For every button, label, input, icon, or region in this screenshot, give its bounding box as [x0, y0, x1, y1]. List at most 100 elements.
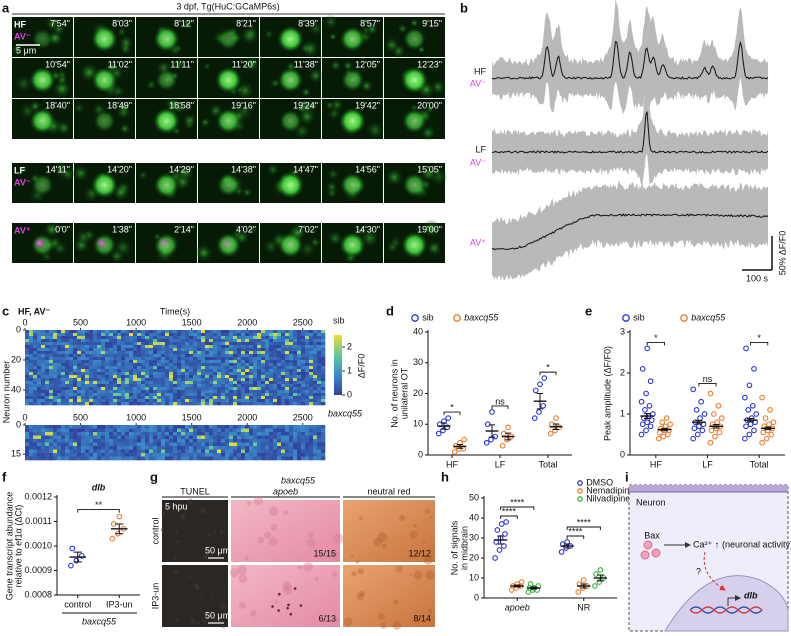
heatmap-cell — [29, 351, 34, 355]
heatmap-cell — [213, 390, 218, 394]
active-cell — [400, 66, 429, 94]
heatmap-cell — [25, 342, 30, 346]
heatmap-cell — [65, 333, 70, 337]
y-axis-label: No. of neurons in — [389, 359, 399, 428]
heatmap-cell — [221, 348, 226, 352]
heatmap-cell — [193, 342, 198, 346]
data-point — [749, 402, 756, 409]
heatmap-cell — [53, 336, 58, 340]
heatmap-cell — [69, 399, 74, 403]
row-sublabel: AV⁻ — [14, 177, 31, 187]
heatmap-cell — [221, 342, 226, 346]
heatmap-cell — [277, 387, 282, 391]
heatmap-cell — [53, 330, 58, 334]
heatmap-cell — [45, 399, 50, 403]
heatmap-cell — [37, 354, 42, 358]
heatmap-cell — [289, 345, 294, 349]
active-cell — [401, 108, 428, 134]
heatmap-cell — [41, 378, 46, 382]
cell — [173, 101, 186, 114]
heatmap-cell — [77, 354, 82, 358]
heatmap-cell — [53, 402, 58, 406]
heatmap-cell — [209, 390, 214, 394]
legend-marker — [680, 314, 688, 322]
heatmap-cell — [73, 387, 78, 391]
heatmap-cell — [81, 330, 86, 334]
heatmap-cell — [101, 453, 106, 457]
heatmap-cell — [209, 351, 214, 355]
heatmap-cell — [165, 375, 170, 379]
heatmap-cell — [181, 384, 186, 388]
timestamp: 10'54" — [45, 59, 70, 69]
heatmap-cell — [185, 446, 190, 450]
heatmap-cell — [61, 339, 66, 343]
texture — [283, 510, 289, 515]
heatmap-cell — [61, 372, 66, 376]
heatmap-cell — [125, 449, 130, 454]
heatmap-cell — [285, 366, 290, 370]
heatmap-cell — [181, 348, 186, 352]
heatmap-cell — [317, 330, 322, 334]
heatmap-cell — [321, 330, 326, 334]
data-point — [648, 417, 655, 424]
heatmap-cell — [25, 439, 30, 443]
panel-letter: c — [2, 303, 9, 318]
heatmap-cell — [229, 351, 234, 355]
texture — [249, 610, 257, 617]
heatmap-cell — [265, 372, 270, 376]
heatmap-cell — [149, 387, 154, 391]
heatmap-cell — [305, 339, 310, 343]
heatmap-cell — [245, 369, 250, 373]
heatmap-cell — [225, 396, 230, 400]
heatmap-cell — [225, 384, 230, 388]
heatmap-cell — [25, 372, 30, 376]
heatmap-cell — [25, 378, 30, 382]
active-cell — [215, 108, 242, 134]
heatmap-cell — [153, 402, 158, 406]
heatmap-cell — [145, 393, 150, 397]
heatmap-cell — [197, 372, 202, 376]
heatmap-cell — [29, 366, 34, 370]
heatmap-cell — [209, 342, 214, 346]
data-point — [712, 433, 718, 440]
heatmap-cell — [221, 399, 226, 403]
timestamp: 8'57" — [360, 18, 380, 28]
heatmap-cell — [233, 435, 238, 440]
significance-label: ns — [703, 374, 713, 384]
texture — [263, 531, 271, 539]
heatmap-cell — [261, 357, 266, 361]
y-tick-label: 30 — [469, 532, 479, 542]
heatmap-cell — [65, 432, 70, 436]
heatmap-cell — [181, 378, 186, 382]
heatmap-cell — [125, 402, 130, 406]
data-point — [746, 431, 753, 438]
data-point — [503, 519, 509, 525]
heatmap-cell — [293, 348, 298, 352]
heatmap-cell — [209, 399, 214, 403]
y-tick-label: 20 — [413, 388, 423, 398]
data-point — [698, 398, 705, 405]
heatmap-cell — [245, 402, 250, 406]
data-point — [489, 409, 495, 415]
heatmap-cell — [265, 390, 270, 394]
heatmap-cell — [241, 363, 246, 367]
heatmap-cell — [317, 333, 322, 337]
heatmap-cell — [321, 402, 326, 406]
heatmap-cell — [33, 366, 38, 370]
heatmap-cell — [165, 442, 170, 447]
heatmap-cell — [225, 336, 230, 340]
heatmap-cell — [137, 453, 142, 457]
heatmap-cell — [233, 348, 238, 352]
heatmap-cell — [253, 357, 258, 361]
heatmap-cell — [317, 442, 322, 447]
heatmap-cell — [293, 351, 298, 355]
heatmap-cell — [89, 453, 94, 457]
heatmap-cell — [249, 381, 254, 385]
heatmap-cell — [241, 375, 246, 379]
data-point — [638, 431, 645, 438]
heatmap-cell — [221, 354, 226, 358]
heatmap-cell — [65, 442, 70, 447]
heatmap-cell — [129, 342, 134, 346]
heatmap-cell — [177, 363, 182, 367]
heatmap-cell — [49, 453, 54, 457]
